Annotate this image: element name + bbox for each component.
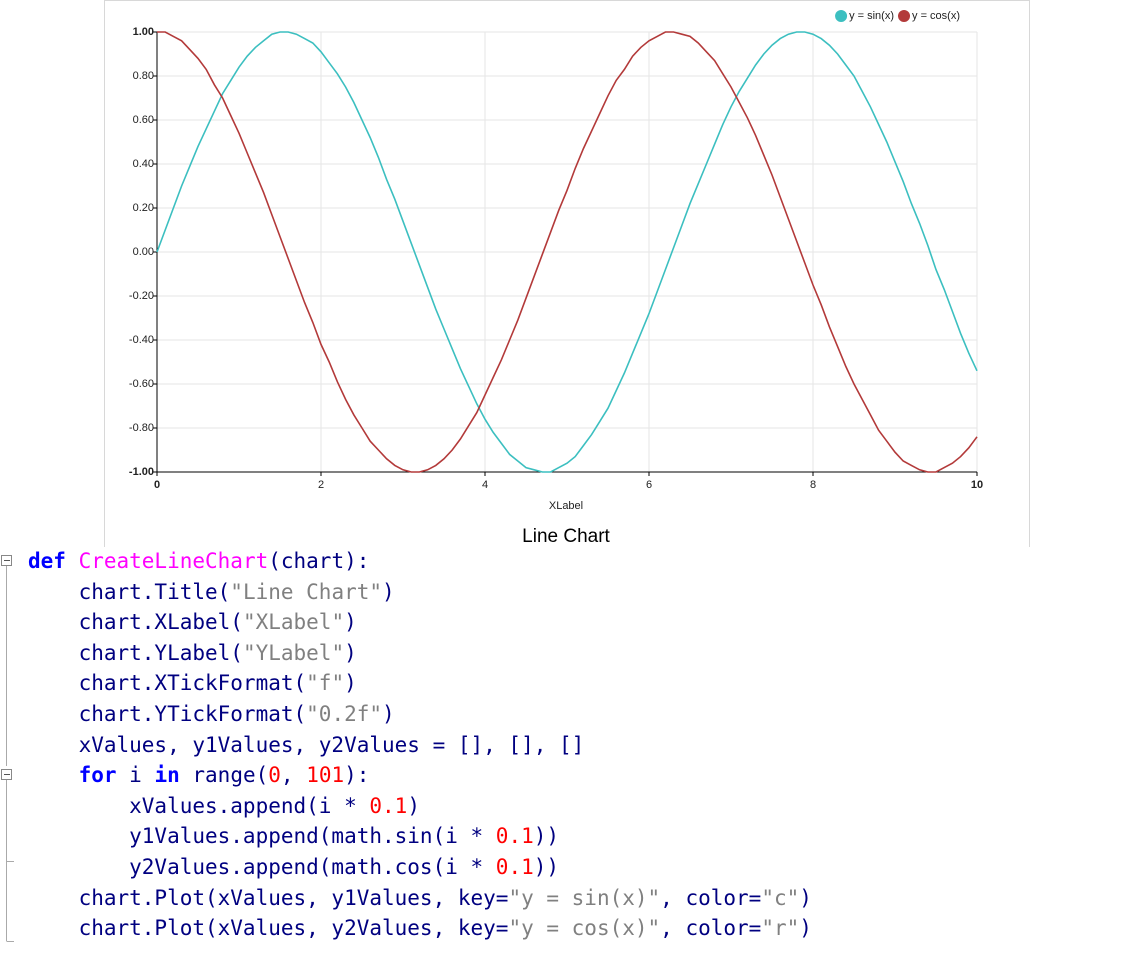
code-token: chart.XLabel( xyxy=(28,610,243,635)
code-token: "XLabel" xyxy=(242,610,345,635)
y-tick-label: 0.40 xyxy=(133,158,154,170)
code-line: chart.Plot(xValues, y1Values, key="y = s… xyxy=(28,883,812,914)
y-tick-label: 0.80 xyxy=(133,70,154,82)
code-token: ) xyxy=(407,793,420,818)
code-token: )) xyxy=(533,824,560,849)
code-line: chart.Title("Line Chart") xyxy=(28,577,812,608)
legend-swatch xyxy=(898,10,911,22)
code-token: y2Values.append(math.cos(i * xyxy=(28,854,496,879)
code-token: ): xyxy=(344,763,370,788)
code-line: for i in range(0, 101): xyxy=(28,760,812,791)
y-tick-label: 1.00 xyxy=(133,26,154,38)
chart-frame xyxy=(104,0,1030,547)
code-token: "0.2f" xyxy=(306,701,383,726)
x-tick-label: 6 xyxy=(646,479,652,491)
code-token: chart.YLabel( xyxy=(28,640,243,665)
code-editor: def CreateLineChart(chart): chart.Title(… xyxy=(28,546,812,944)
code-line: chart.Plot(xValues, y2Values, key="y = c… xyxy=(28,913,812,944)
code-token: ) xyxy=(382,701,395,726)
code-token: 0.1 xyxy=(495,824,534,849)
x-tick-label: 0 xyxy=(154,479,160,491)
chart-title: Line Chart xyxy=(522,526,610,547)
x-tick-label: 2 xyxy=(318,479,324,491)
code-line: xValues.append(i * 0.1) xyxy=(28,791,812,822)
code-line: chart.YLabel("YLabel") xyxy=(28,638,812,669)
code-token: "YLabel" xyxy=(242,640,345,665)
code-token: ) xyxy=(344,640,357,665)
code-token: y1Values.append(math.sin(i * xyxy=(28,824,496,849)
chart: Line Chart XLabel -1.00 -0.80 -0.60 -0.40 -0… xyxy=(104,0,1030,547)
code-token: "Line Chart" xyxy=(230,579,383,604)
code-line: y1Values.append(math.sin(i * 0.1)) xyxy=(28,821,812,852)
code-line: chart.YTickFormat("0.2f") xyxy=(28,699,812,730)
code-gutter xyxy=(1,555,14,942)
x-tick-label: 8 xyxy=(810,479,816,491)
legend-label: y = cos(x) xyxy=(912,10,960,22)
code-token: 0.1 xyxy=(495,854,534,879)
code-token: chart.YTickFormat( xyxy=(28,701,307,726)
code-token: 0 xyxy=(268,763,281,788)
code-token: xValues, y1Values, y2Values = [], [], [] xyxy=(28,732,585,757)
x-tick-label: 10 xyxy=(971,479,983,491)
code-token: ) xyxy=(344,671,357,696)
code-token: 101 xyxy=(306,763,345,788)
y-tick-label: -0.80 xyxy=(129,422,154,434)
code-token: ) xyxy=(382,579,395,604)
code-token: "y = cos(x)" xyxy=(508,916,661,941)
code-token: for xyxy=(78,763,117,788)
y-tick-label: -1.00 xyxy=(129,466,154,478)
legend-swatch xyxy=(835,10,848,22)
code-token: chart.XTickFormat( xyxy=(28,671,307,696)
code-line: xValues, y1Values, y2Values = [], [], [] xyxy=(28,730,812,761)
code-token: chart.Title( xyxy=(28,579,231,604)
series-line xyxy=(157,31,978,473)
code-token: i xyxy=(116,763,155,788)
y-tick-label: -0.60 xyxy=(129,378,154,390)
code-token: xValues.append(i * xyxy=(28,793,370,818)
x-axis-label: XLabel xyxy=(549,500,583,512)
y-tick-label: -0.20 xyxy=(129,290,154,302)
code-token: , xyxy=(280,763,307,788)
code-token: ) xyxy=(344,610,357,635)
code-token xyxy=(28,763,79,787)
code-token: def xyxy=(28,549,79,573)
code-token: CreateLineChart xyxy=(78,549,269,573)
code-line: chart.XLabel("XLabel") xyxy=(28,607,812,638)
x-tick-label: 4 xyxy=(482,479,488,491)
code-token: "f" xyxy=(306,671,345,696)
series-line xyxy=(156,31,978,473)
code-token: "c" xyxy=(761,885,800,910)
code-line: y2Values.append(math.cos(i * 0.1)) xyxy=(28,852,812,883)
code-token: "r" xyxy=(761,916,800,941)
code-token: in xyxy=(154,763,180,788)
code-token: , color= xyxy=(660,916,762,941)
code-token: chart.Plot(xValues, y1Values, key= xyxy=(28,885,509,910)
code-token: , color= xyxy=(660,885,762,910)
y-tick-label: -0.40 xyxy=(129,334,154,346)
code-token: "y = sin(x)" xyxy=(508,885,661,910)
code-token: 0.1 xyxy=(369,793,408,818)
code-token: ) xyxy=(799,885,812,910)
code-line: chart.XTickFormat("f") xyxy=(28,668,812,699)
code-token: range( xyxy=(179,763,269,788)
code-line: def CreateLineChart(chart): xyxy=(28,546,812,577)
code-token: )) xyxy=(533,854,560,879)
code-token: chart.Plot(xValues, y2Values, key= xyxy=(28,916,509,941)
y-tick-label: 0.60 xyxy=(133,114,154,126)
code-token: ) xyxy=(799,916,812,941)
y-tick-label: 0.00 xyxy=(133,246,154,258)
legend-label: y = sin(x) xyxy=(849,10,894,22)
y-tick-label: 0.20 xyxy=(133,202,154,214)
code-token: (chart): xyxy=(268,549,370,573)
